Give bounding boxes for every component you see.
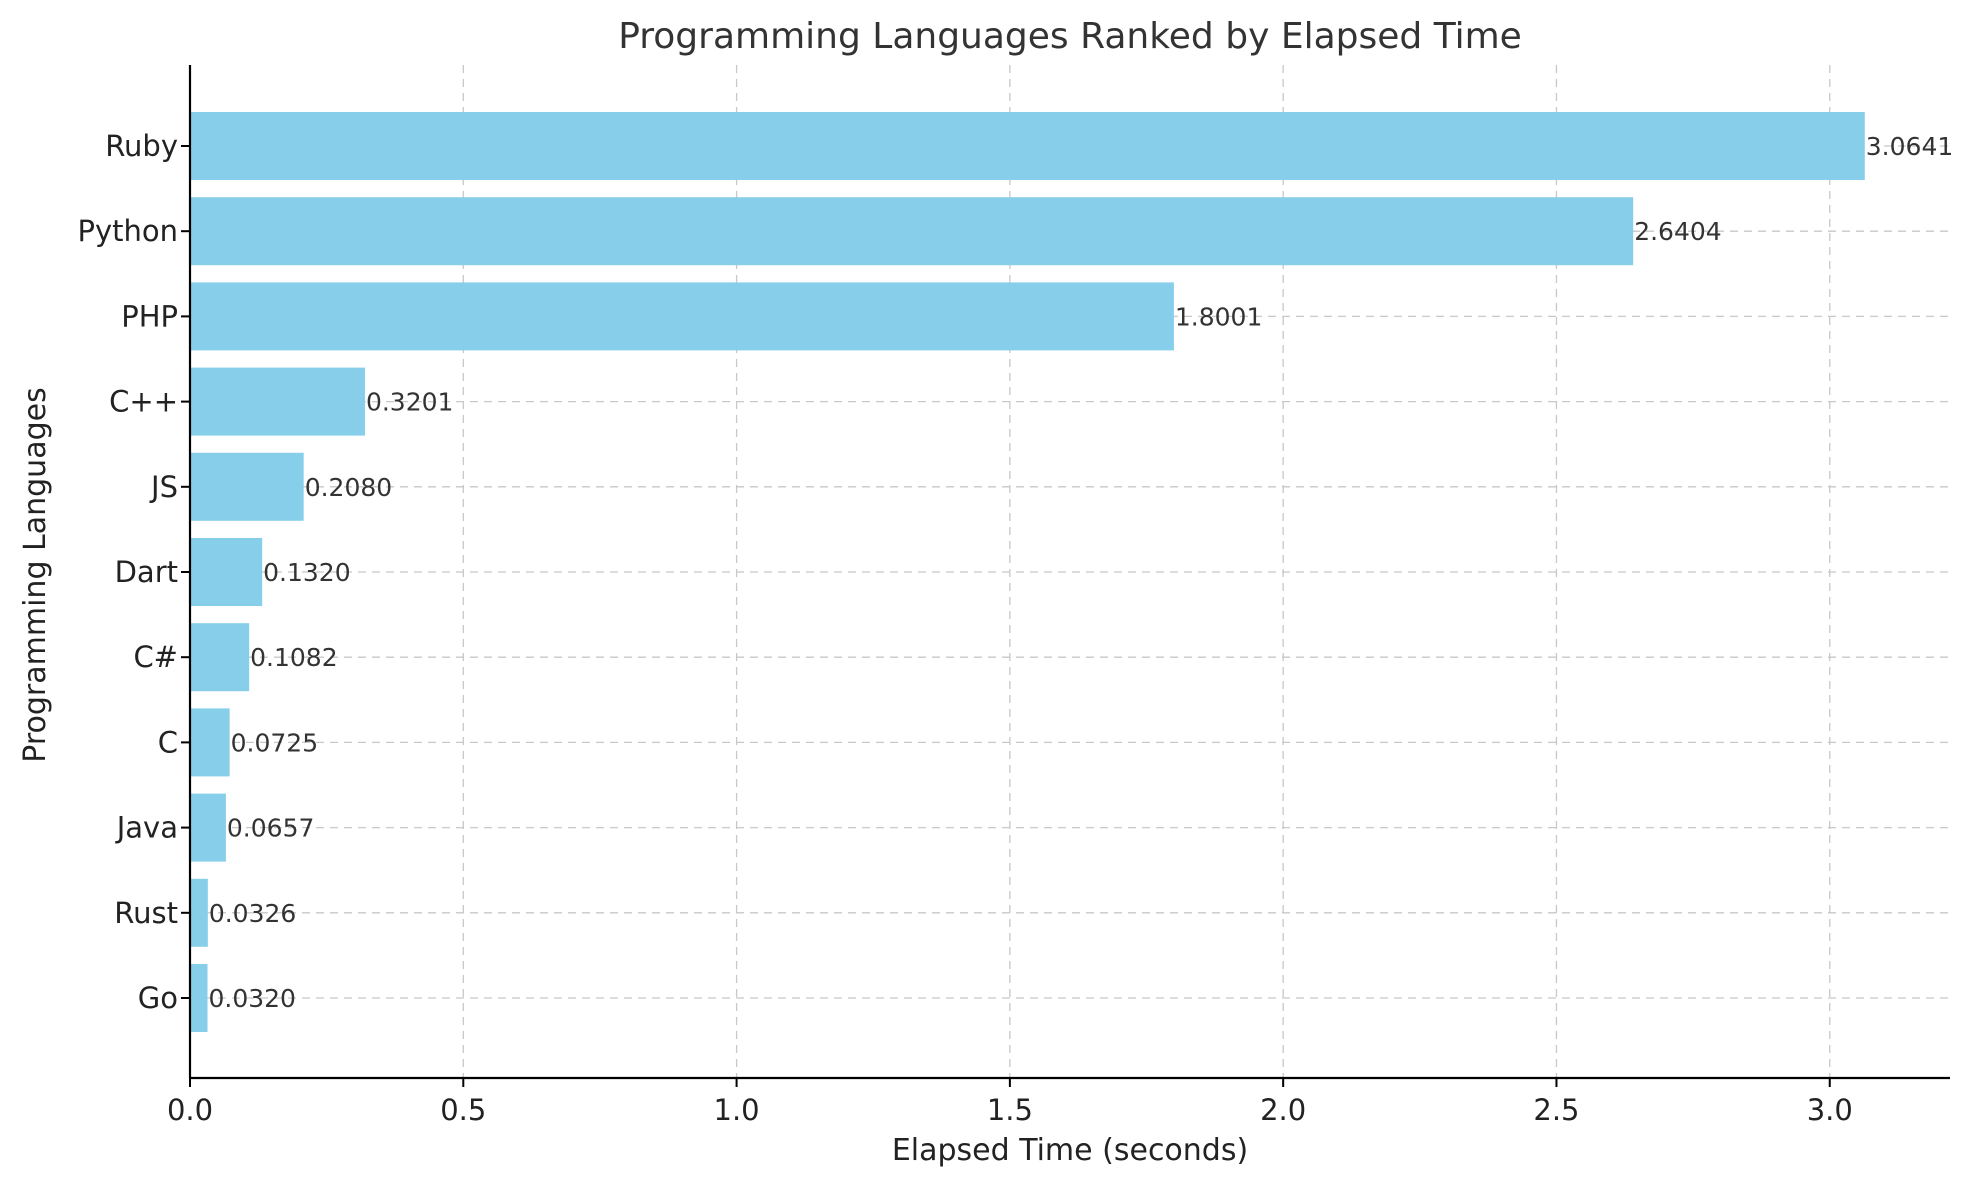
x-tick-label: 1.5 [987,1093,1033,1127]
bar-value-label: 0.2080 [305,473,392,502]
x-tick-label: 3.0 [1807,1093,1853,1127]
y-tick-label: C# [133,640,178,674]
y-tick-label: Ruby [105,129,178,163]
bar-c- [190,623,250,692]
bar-go [190,964,208,1032]
bar-c [190,708,230,777]
bar-php [190,282,1174,351]
y-tick-label: C [158,725,178,759]
y-tick-label: PHP [121,299,178,333]
x-tick-label: 0.0 [167,1093,213,1127]
bar-value-label: 1.8001 [1175,302,1262,331]
x-tick-label: 0.5 [440,1093,486,1127]
bar-value-label: 2.6404 [1634,217,1721,246]
bar-value-label: 0.0320 [208,984,295,1013]
bar-js [190,452,304,521]
bar-value-label: 0.0725 [231,728,318,757]
x-ticks: 0.0 0.5 1.0 1.5 2.0 2.5 3.0 [167,1078,1853,1127]
x-axis-label: Elapsed Time (seconds) [892,1133,1248,1168]
bar-value-label: 0.1082 [250,643,337,672]
y-tick-label: Rust [114,896,178,930]
bar-python [190,197,1634,266]
bars [190,112,1865,1032]
bar-value-label: 0.0326 [209,899,296,928]
y-tick-label: Dart [115,555,178,589]
y-tick-label: Java [115,811,178,845]
bar-value-label: 3.0641 [1866,132,1953,161]
chart-title: Programming Languages Ranked by Elapsed … [618,16,1522,57]
y-tick-label: Python [77,214,178,248]
bar-ruby [190,112,1865,180]
bar-java [190,793,226,862]
x-tick-label: 2.5 [1533,1093,1579,1127]
bar-rust [190,878,208,947]
bar-value-label: 0.0657 [227,814,314,843]
bar-c- [190,367,365,436]
y-tick-label: C++ [109,385,178,419]
bar-dart [190,538,263,606]
y-ticks: Ruby Python PHP C++ JS Dart C# C Java Rust Go [77,129,190,1015]
bar-value-label: 0.1320 [263,558,350,587]
bar-value-label: 0.3201 [366,388,453,417]
value-labels: 3.0641 2.6404 1.8001 0.3201 0.2080 0.1320 0.10… [208,132,1953,1013]
x-tick-label: 1.0 [714,1093,760,1127]
y-tick-label: JS [149,470,178,504]
y-axis-label: Programming Languages [18,387,53,762]
y-tick-label: Go [138,981,178,1015]
x-tick-label: 2.0 [1260,1093,1306,1127]
